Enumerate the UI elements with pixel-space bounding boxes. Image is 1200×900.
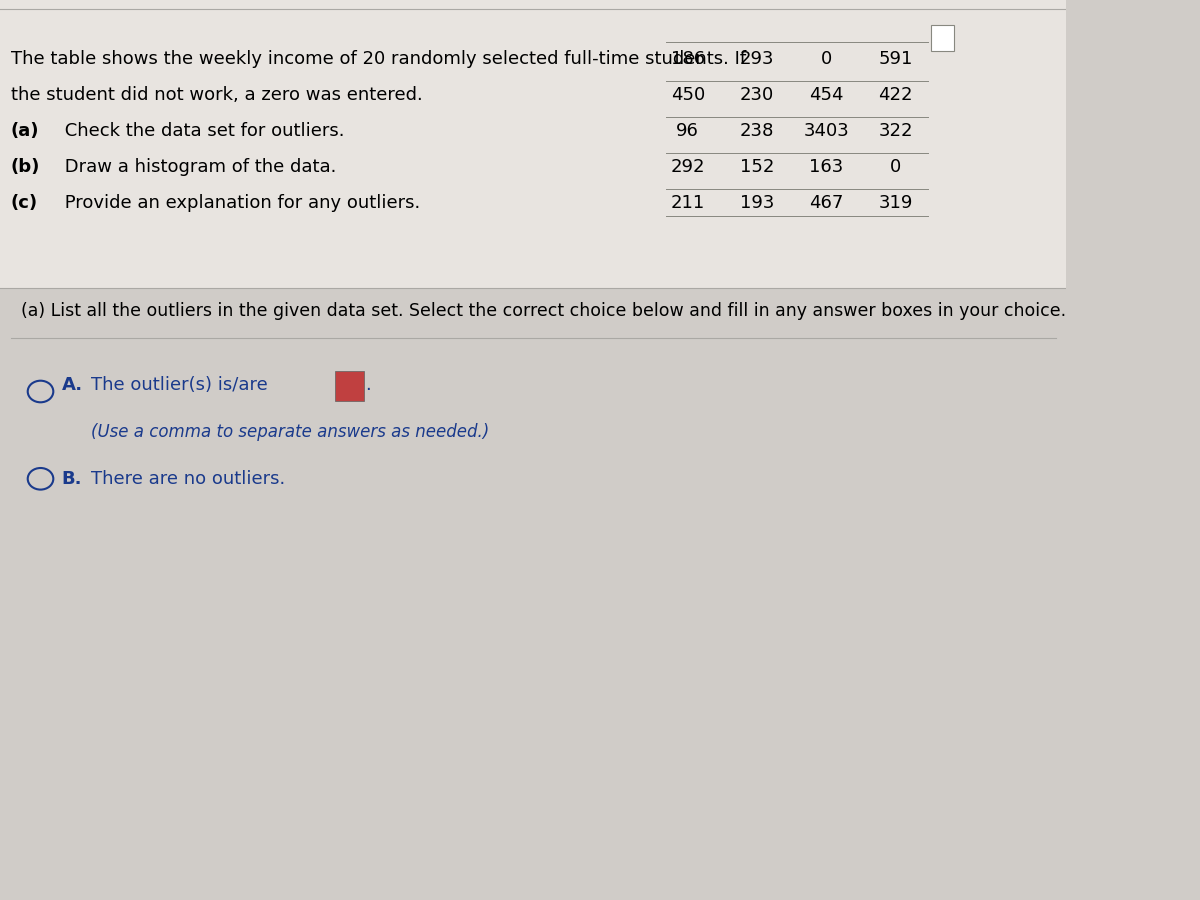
Text: There are no outliers.: There are no outliers. xyxy=(91,470,284,488)
Text: 238: 238 xyxy=(740,122,774,140)
Text: B.: B. xyxy=(62,470,83,488)
FancyBboxPatch shape xyxy=(335,371,364,401)
FancyBboxPatch shape xyxy=(931,25,954,51)
Text: (Use a comma to separate answers as needed.): (Use a comma to separate answers as need… xyxy=(91,423,488,441)
Text: 230: 230 xyxy=(740,86,774,104)
Text: 292: 292 xyxy=(671,158,704,176)
Text: 152: 152 xyxy=(740,158,774,176)
Text: (b): (b) xyxy=(11,158,40,176)
Text: The outlier(s) is/are: The outlier(s) is/are xyxy=(91,376,268,394)
Text: 0: 0 xyxy=(890,158,901,176)
Text: .: . xyxy=(365,376,371,394)
Text: Draw a histogram of the data.: Draw a histogram of the data. xyxy=(59,158,336,176)
Text: 211: 211 xyxy=(671,194,704,212)
Text: the student did not work, a zero was entered.: the student did not work, a zero was ent… xyxy=(11,86,422,104)
Text: (c): (c) xyxy=(11,194,37,212)
Text: 163: 163 xyxy=(809,158,844,176)
Text: 422: 422 xyxy=(878,86,913,104)
Text: (a) List all the outliers in the given data set. Select the correct choice below: (a) List all the outliers in the given d… xyxy=(22,302,1067,319)
Text: 193: 193 xyxy=(740,194,774,212)
Text: (a): (a) xyxy=(11,122,40,140)
Text: A.: A. xyxy=(62,376,83,394)
Text: 467: 467 xyxy=(809,194,844,212)
Text: 96: 96 xyxy=(677,122,700,140)
Text: 186: 186 xyxy=(671,50,704,68)
Text: 591: 591 xyxy=(878,50,913,68)
Text: 322: 322 xyxy=(878,122,913,140)
Text: Provide an explanation for any outliers.: Provide an explanation for any outliers. xyxy=(59,194,420,212)
Text: 450: 450 xyxy=(671,86,704,104)
Text: Check the data set for outliers.: Check the data set for outliers. xyxy=(59,122,344,140)
Text: The table shows the weekly income of 20 randomly selected full-time students. If: The table shows the weekly income of 20 … xyxy=(11,50,745,68)
Text: 319: 319 xyxy=(878,194,913,212)
Text: 293: 293 xyxy=(740,50,774,68)
FancyBboxPatch shape xyxy=(0,0,1067,288)
Text: 454: 454 xyxy=(809,86,844,104)
Text: 0: 0 xyxy=(821,50,832,68)
Text: 3403: 3403 xyxy=(804,122,850,140)
